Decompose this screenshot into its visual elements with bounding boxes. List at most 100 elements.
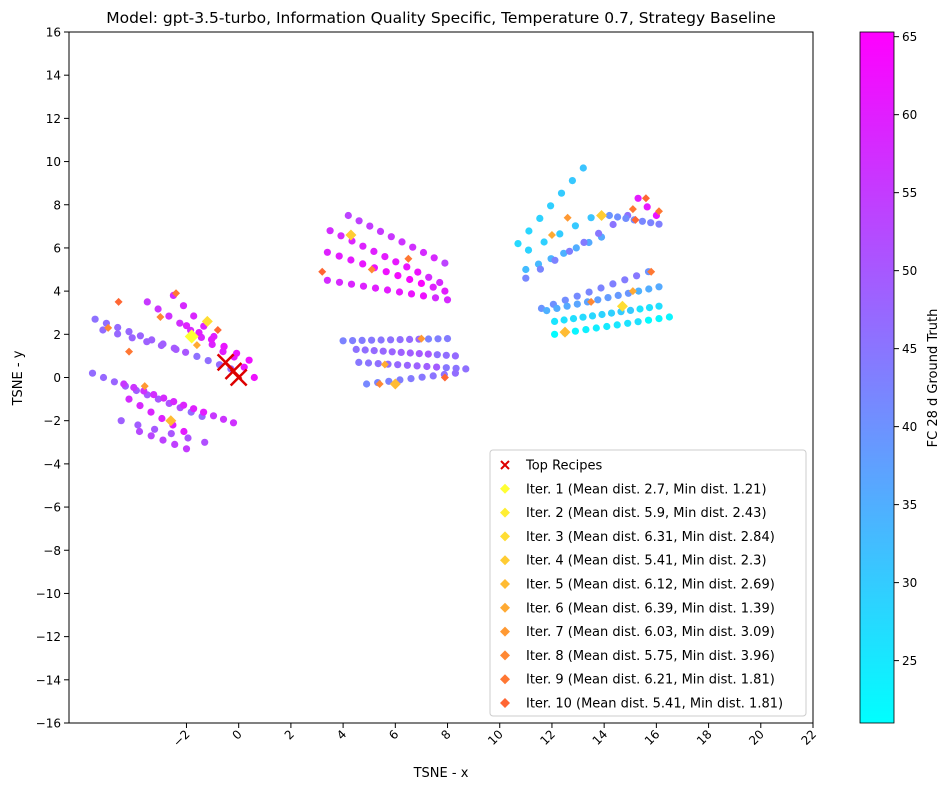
recipe-point — [587, 214, 595, 222]
recipe-point — [633, 272, 641, 280]
recipe-point — [176, 319, 184, 327]
recipe-point — [130, 383, 138, 392]
recipe-point — [579, 313, 587, 321]
recipe-point — [525, 227, 533, 235]
recipe-point — [430, 254, 438, 262]
iteration-8-marker — [587, 297, 596, 306]
y-tick-label: −2 — [43, 414, 61, 428]
recipe-point — [190, 405, 198, 413]
iteration-8-marker — [156, 313, 165, 322]
recipe-point — [556, 230, 564, 238]
recipe-point — [151, 425, 159, 433]
legend-label-iteration-10: Iter. 10 (Mean dist. 5.41, Min dist. 1.8… — [526, 697, 783, 712]
recipe-point — [403, 263, 411, 271]
recipe-point — [522, 274, 530, 282]
legend-marker-iteration-7 — [500, 626, 510, 637]
iteration-5-marker — [389, 378, 401, 390]
x-tick-label: 14 — [590, 727, 611, 748]
recipe-point — [170, 398, 178, 406]
legend-marker-iteration-8 — [500, 650, 510, 661]
legend-marker-iteration-9 — [500, 674, 510, 685]
recipe-point — [229, 419, 238, 427]
chart-title: Model: gpt-3.5-turbo, Information Qualit… — [106, 9, 776, 27]
recipe-point — [117, 417, 125, 425]
iteration-4-marker — [596, 210, 608, 222]
x-tick-label: 18 — [694, 727, 715, 748]
legend-marker-iteration-6 — [500, 602, 510, 613]
recipe-point — [110, 378, 118, 386]
colorbar-tick-label: 65 — [902, 30, 917, 44]
recipe-point — [91, 315, 99, 323]
recipe-point — [158, 414, 166, 423]
recipe-point — [571, 327, 580, 335]
recipe-point — [603, 322, 611, 331]
recipe-point — [157, 341, 165, 350]
recipe-point — [522, 265, 530, 274]
recipe-point — [524, 246, 533, 254]
recipe-point — [355, 358, 363, 366]
recipe-point — [347, 256, 355, 264]
recipe-point — [543, 307, 551, 315]
recipe-point — [563, 302, 571, 310]
recipe-point — [125, 395, 133, 403]
recipe-point — [323, 276, 331, 284]
iteration-10-marker — [114, 297, 123, 306]
recipe-point — [407, 290, 416, 298]
y-axis: −16 −14 −12 −10 −8 −6 −4 −2 0 2 4 6 8 10 12 14 16 — [36, 26, 69, 731]
iteration-9-marker — [404, 254, 413, 263]
recipe-point — [182, 322, 191, 330]
recipe-point — [560, 316, 568, 324]
recipe-point — [120, 380, 128, 388]
recipe-point — [609, 220, 617, 229]
recipe-point — [154, 305, 162, 313]
recipe-point — [377, 336, 385, 344]
iteration-6-marker — [628, 287, 637, 296]
recipe-point — [588, 312, 597, 320]
recipe-point — [371, 284, 380, 292]
recipe-point — [381, 253, 389, 261]
recipe-point — [553, 304, 561, 312]
legend-label-iteration-8: Iter. 8 (Mean dist. 5.75, Min dist. 3.96… — [526, 649, 775, 664]
x-tick-label: −2 — [170, 727, 192, 749]
recipe-point — [395, 288, 404, 296]
y-tick-label: −6 — [43, 501, 61, 515]
recipe-point — [147, 408, 155, 416]
recipe-point — [180, 401, 188, 409]
recipe-point — [359, 282, 368, 290]
y-tick-label: 10 — [46, 155, 61, 169]
recipe-point — [135, 427, 144, 436]
recipe-point — [572, 244, 580, 252]
y-axis-label: TSNE - y — [11, 350, 26, 406]
recipe-point — [429, 283, 437, 291]
recipe-point — [209, 412, 218, 420]
recipe-point — [441, 259, 449, 267]
recipe-point — [433, 351, 441, 359]
recipe-point — [376, 227, 385, 235]
recipe-point — [99, 373, 108, 382]
recipe-point — [193, 352, 201, 360]
recipe-point — [150, 391, 158, 399]
iteration-7-marker — [140, 382, 149, 391]
iteration-3-marker — [616, 300, 628, 312]
recipe-point — [392, 258, 400, 266]
iteration-markers-layer — [104, 194, 663, 427]
iteration-10-marker — [631, 215, 640, 224]
recipe-point — [398, 238, 406, 246]
x-axis: −2 0 2 4 6 8 10 12 14 16 18 20 22 — [170, 723, 819, 750]
recipe-point — [579, 164, 587, 172]
y-tick-label: 2 — [53, 328, 61, 342]
recipe-point — [154, 395, 162, 403]
recipe-point — [417, 279, 425, 287]
recipe-point — [396, 336, 404, 344]
recipe-point — [403, 361, 411, 369]
colorbar-gradient — [859, 31, 895, 724]
legend-marker-iteration-1 — [500, 483, 510, 494]
recipe-point — [347, 280, 356, 288]
recipe-point — [385, 377, 393, 385]
iteration-9-marker — [172, 289, 181, 298]
recipe-point — [200, 408, 208, 416]
iteration-7-marker — [417, 334, 426, 343]
recipe-point — [180, 427, 188, 436]
legend-label-iteration-6: Iter. 6 (Mean dist. 6.39, Min dist. 1.39… — [526, 601, 775, 616]
iteration-9-marker — [628, 205, 637, 214]
